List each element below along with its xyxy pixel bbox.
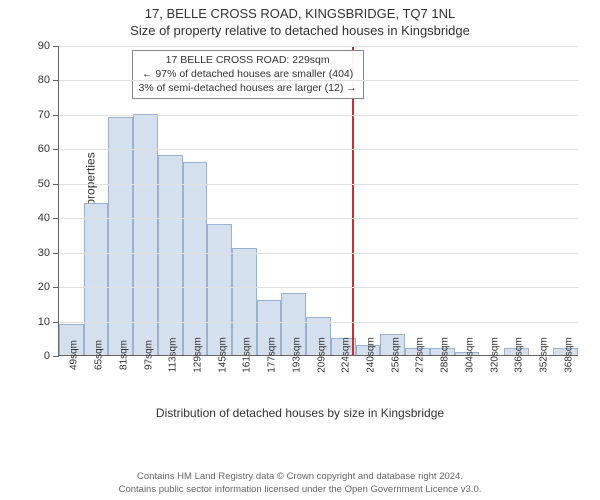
grid-line <box>59 287 578 288</box>
annotation-line1: 17 BELLE CROSS ROAD: 229sqm <box>139 53 357 67</box>
bar-slot: 272sqm <box>405 46 430 355</box>
grid-line <box>59 80 578 81</box>
bar-slot: 81sqm <box>108 46 133 355</box>
grid-line <box>59 149 578 150</box>
bar-slot: 288sqm <box>430 46 455 355</box>
x-tick-label: 161sqm <box>236 337 253 373</box>
annotation-line3: 3% of semi-detached houses are larger (1… <box>139 81 357 95</box>
chart-container: Number of detached properties 49sqm65sqm… <box>0 40 600 430</box>
bar-slot: 49sqm <box>59 46 84 355</box>
x-tick-label: 288sqm <box>434 337 451 373</box>
grid-line <box>59 322 578 323</box>
x-tick-label: 81sqm <box>112 340 129 370</box>
x-tick-label: 256sqm <box>384 337 401 373</box>
x-tick-label: 145sqm <box>211 337 228 373</box>
bar-slot: 256sqm <box>380 46 405 355</box>
y-tick-label: 0 <box>44 350 59 362</box>
y-tick-label: 30 <box>38 247 59 259</box>
footer-line2: Contains public sector information licen… <box>0 484 600 496</box>
x-tick-label: 336sqm <box>508 337 525 373</box>
histogram-plot: 49sqm65sqm81sqm97sqm113sqm129sqm145sqm16… <box>58 46 578 356</box>
attribution-footer: Contains HM Land Registry data © Crown c… <box>0 471 600 496</box>
histogram-bar <box>158 155 183 355</box>
bar-slot: 65sqm <box>84 46 109 355</box>
x-axis-label: Distribution of detached houses by size … <box>0 406 600 420</box>
x-tick-label: 193sqm <box>285 337 302 373</box>
bar-slot: 336sqm <box>504 46 529 355</box>
x-tick-label: 224sqm <box>335 337 352 373</box>
x-tick-label: 320sqm <box>483 337 500 373</box>
x-tick-label: 49sqm <box>63 340 80 370</box>
x-tick-label: 240sqm <box>359 337 376 373</box>
y-tick-label: 90 <box>38 40 59 52</box>
y-tick-label: 40 <box>38 212 59 224</box>
y-tick-label: 80 <box>38 74 59 86</box>
x-tick-label: 113sqm <box>162 338 179 373</box>
x-tick-label: 177sqm <box>261 337 278 373</box>
y-tick-label: 70 <box>38 109 59 121</box>
x-tick-label: 304sqm <box>458 337 475 373</box>
histogram-bar <box>183 162 208 355</box>
grid-line <box>59 46 578 47</box>
y-tick-label: 50 <box>38 178 59 190</box>
bar-slot: 352sqm <box>529 46 554 355</box>
x-tick-label: 272sqm <box>409 337 426 373</box>
histogram-bar <box>108 117 133 355</box>
y-tick-label: 60 <box>38 143 59 155</box>
x-tick-label: 352sqm <box>533 337 550 373</box>
footer-line1: Contains HM Land Registry data © Crown c… <box>0 471 600 483</box>
x-tick-label: 209sqm <box>310 337 327 373</box>
grid-line <box>59 184 578 185</box>
grid-line <box>59 115 578 116</box>
annotation-line2: ← 97% of detached houses are smaller (40… <box>139 67 357 81</box>
grid-line <box>59 253 578 254</box>
x-tick-label: 97sqm <box>137 340 154 370</box>
y-tick-label: 10 <box>38 316 59 328</box>
x-tick-label: 368sqm <box>557 337 574 373</box>
bar-slot: 320sqm <box>479 46 504 355</box>
page-title-address: 17, BELLE CROSS ROAD, KINGSBRIDGE, TQ7 1… <box>0 0 600 21</box>
histogram-bar <box>84 203 109 355</box>
reference-annotation-box: 17 BELLE CROSS ROAD: 229sqm ← 97% of det… <box>132 50 364 99</box>
page-title-desc: Size of property relative to detached ho… <box>0 21 600 38</box>
x-tick-label: 129sqm <box>186 337 203 373</box>
y-tick-label: 20 <box>38 281 59 293</box>
grid-line <box>59 218 578 219</box>
x-tick-label: 65sqm <box>88 340 105 370</box>
bar-slot: 368sqm <box>553 46 578 355</box>
bar-slot: 304sqm <box>455 46 480 355</box>
histogram-bar <box>207 224 232 355</box>
